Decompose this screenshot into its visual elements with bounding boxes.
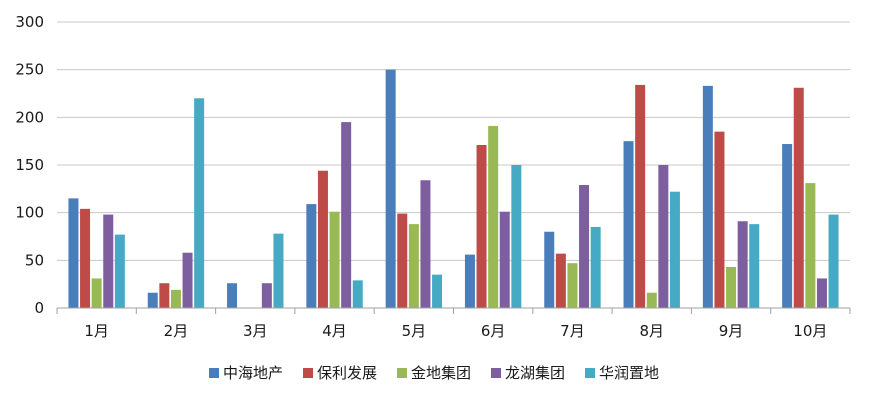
y-tick-label: 100 [15,204,44,222]
bar-中海地产-9月 [702,85,713,308]
bar-金地集团-10月 [805,183,816,308]
bar-华润置地-8月 [669,191,680,308]
legend-swatch [491,368,501,378]
bar-华润置地-1月 [114,234,125,308]
x-axis-tick-labels: 1月 2月 3月 4月 5月 6月 7月 8月 9月 10月 [84,322,827,340]
bar-金地集团-1月 [91,278,102,308]
bar-保利发展-9月 [714,131,725,308]
bar-华润置地-3月 [273,233,284,308]
x-axis [56,307,851,314]
bar-中海地产-5月 [385,69,396,309]
legend-label: 金地集团 [411,364,471,382]
legend-swatch [397,368,407,378]
x-tick-label: 3月 [243,322,268,340]
bar-保利发展-1月 [80,208,91,308]
bar-中海地产-6月 [464,254,475,308]
bar-金地集团-6月 [488,125,499,308]
bar-龙湖集团-2月 [182,252,193,308]
bar-中海地产-3月 [227,283,238,308]
y-tick-label: 150 [15,156,44,174]
bar-龙湖集团-5月 [420,180,431,308]
x-tick-label: 2月 [164,322,189,340]
legend-label: 中海地产 [223,364,283,382]
x-tick-label: 10月 [793,322,827,340]
bar-中海地产-4月 [306,204,317,308]
bar-中海地产-8月 [623,141,634,308]
legend-label: 龙湖集团 [505,364,565,382]
legend: 中海地产 保利发展 金地集团 龙湖集团 华润置地 [209,364,659,382]
gridlines [57,21,850,261]
x-tick-label: 8月 [639,322,664,340]
y-axis-tick-labels: 0 50 100 150 200 250 300 [15,13,44,317]
bar-保利发展-2月 [159,283,170,308]
y-tick-label: 50 [25,251,44,269]
legend-swatch [209,368,219,378]
bars [68,69,839,309]
bar-中海地产-2月 [147,292,158,308]
y-tick-label: 200 [15,108,44,126]
x-tick-label: 4月 [322,322,347,340]
bar-龙湖集团-10月 [816,278,827,308]
bar-龙湖集团-1月 [103,214,114,308]
bar-保利发展-5月 [397,213,408,308]
bar-中海地产-1月 [68,198,79,308]
bar-金地集团-5月 [408,224,419,308]
bar-金地集团-2月 [170,289,181,308]
bar-保利发展-10月 [793,87,804,308]
bar-龙湖集团-6月 [499,211,510,308]
legend-label: 华润置地 [599,364,659,382]
bar-保利发展-6月 [476,144,487,308]
bar-保利发展-7月 [555,253,566,308]
bar-金地集团-8月 [646,292,657,308]
bar-金地集团-9月 [726,267,737,308]
bar-华润置地-4月 [352,280,363,308]
bar-华润置地-7月 [590,226,601,308]
bar-保利发展-4月 [317,170,328,308]
x-tick-label: 5月 [402,322,427,340]
bar-华润置地-5月 [432,274,443,308]
bar-中海地产-10月 [782,144,793,308]
bar-华润置地-9月 [749,224,760,308]
bar-保利发展-8月 [635,84,646,308]
bar-金地集团-4月 [329,211,340,308]
y-tick-label: 250 [15,61,44,79]
y-tick-label: 0 [34,299,44,317]
legend-label: 保利发展 [317,364,377,382]
bar-华润置地-2月 [194,98,205,309]
bar-龙湖集团-3月 [261,283,272,308]
x-tick-label: 6月 [481,322,506,340]
legend-swatch [585,368,595,378]
x-tick-label: 7月 [560,322,585,340]
bar-华润置地-6月 [511,165,522,308]
bar-龙湖集团-4月 [341,122,352,308]
legend-swatch [303,368,313,378]
bar-龙湖集团-9月 [737,221,748,308]
x-tick-label: 1月 [84,322,109,340]
bar-金地集团-7月 [567,263,578,308]
bar-龙湖集团-7月 [579,185,590,308]
bar-华润置地-10月 [828,214,839,308]
bar-中海地产-7月 [544,231,555,308]
bar-龙湖集团-8月 [658,165,669,308]
x-tick-label: 9月 [719,322,744,340]
y-tick-label: 300 [15,13,44,31]
